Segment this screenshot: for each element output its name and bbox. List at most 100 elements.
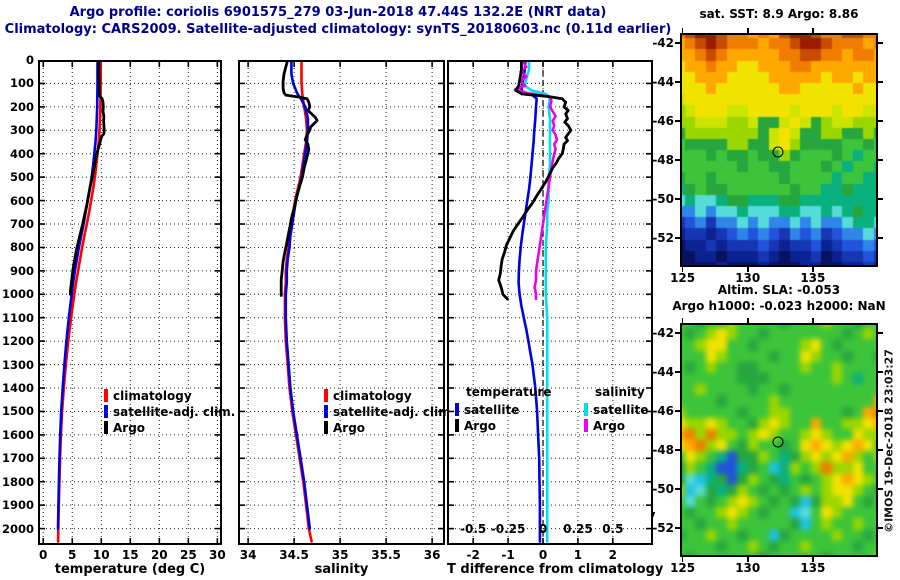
map-cell (758, 127, 769, 139)
map-cell (705, 518, 716, 530)
map-cell (716, 71, 727, 83)
map-cell (863, 428, 874, 441)
map-cell (705, 372, 716, 385)
map-tick (746, 28, 749, 33)
map-cell (852, 496, 863, 508)
map-cell (821, 35, 832, 39)
map-cell (779, 417, 790, 429)
map-cell (758, 194, 769, 206)
map-cell (747, 35, 758, 39)
map-cell (682, 239, 685, 251)
map-cell (768, 473, 779, 485)
map-cell (726, 384, 737, 396)
map-cell (800, 384, 811, 396)
y-tick-label: 1100 (1, 310, 34, 325)
map-cell (779, 194, 790, 206)
sst-map-grid (682, 35, 876, 265)
map-cell (852, 161, 863, 173)
x-tick-label: -1 (501, 548, 515, 562)
map-cell (852, 462, 863, 474)
map-cell (779, 384, 790, 396)
legend-item: Argo (324, 420, 365, 435)
map-cell (821, 71, 832, 83)
map-cell (800, 127, 811, 139)
map-cell (810, 71, 821, 83)
map-cell (800, 507, 811, 519)
map-cell (779, 138, 790, 151)
x-tick-label: 0 (39, 548, 48, 562)
map-cell (789, 150, 800, 162)
map-cell (682, 250, 685, 262)
map-cell (695, 60, 706, 72)
sla-map-grid (682, 325, 876, 555)
map-cell (800, 529, 811, 541)
xlabel-temperature: temperature (deg C) (54, 562, 206, 577)
y-tick-label: 200 (9, 99, 34, 114)
map-cell (789, 395, 800, 407)
map-cell (831, 406, 842, 418)
map-cell (695, 172, 706, 184)
map-cell (810, 384, 821, 396)
map-row (682, 127, 876, 139)
map-cell (831, 350, 842, 362)
map-cell (800, 71, 811, 83)
map-cell (789, 35, 800, 39)
map-cell (779, 406, 790, 418)
map-cell (821, 451, 832, 463)
map-cell (758, 150, 769, 162)
map-cell (716, 138, 727, 151)
map-cell (726, 473, 737, 485)
map-cell (682, 395, 685, 407)
legend-swatch (324, 421, 328, 434)
legend-label: Argo (593, 418, 626, 433)
map-cell (852, 217, 863, 229)
map-cell (726, 49, 737, 61)
map-cell (684, 428, 695, 441)
map-cell (726, 540, 737, 552)
map-cell (747, 417, 758, 429)
figure-title-line-1: Argo profile: coriolis 6901575_279 03-Ju… (69, 5, 607, 20)
map-cell (726, 250, 737, 262)
map-cell (695, 206, 706, 218)
map-cell (821, 462, 832, 474)
map-cell (810, 250, 821, 262)
map-cell (737, 518, 748, 530)
y-tick-label: 100 (9, 76, 34, 91)
map-cell (705, 71, 716, 83)
map-cell (852, 328, 863, 340)
axes-border (38, 60, 222, 545)
map-row (682, 417, 876, 429)
map-cell (716, 228, 727, 240)
map-cell (852, 105, 863, 117)
map-cell (789, 440, 800, 452)
map-cell (684, 261, 695, 265)
map-cell (716, 551, 727, 555)
map-cell (737, 49, 748, 61)
map-cell (873, 395, 876, 407)
map-cell (695, 440, 706, 452)
map-cell (726, 395, 737, 407)
map-cell (684, 395, 695, 407)
map-cell (810, 507, 821, 519)
map-cell (737, 406, 748, 418)
map-cell (705, 406, 716, 418)
map-cell (716, 540, 727, 552)
map-cell (768, 361, 779, 373)
map-cell (747, 462, 758, 474)
map-cell (768, 161, 779, 173)
map-cell (726, 217, 737, 229)
map-cell (758, 82, 769, 95)
y-tick-label: 900 (9, 263, 34, 278)
map-cell (705, 105, 716, 117)
map-cell (758, 540, 769, 552)
map-cell (863, 261, 874, 265)
map-cell (716, 384, 727, 396)
legend-swatch (584, 403, 588, 416)
map-cell (852, 440, 863, 452)
map-cell (726, 428, 737, 441)
map-cell (684, 105, 695, 117)
lat-tick-label: -52 (652, 520, 674, 535)
map-cell (695, 462, 706, 474)
map-cell (810, 518, 821, 530)
map-cell (695, 384, 706, 396)
